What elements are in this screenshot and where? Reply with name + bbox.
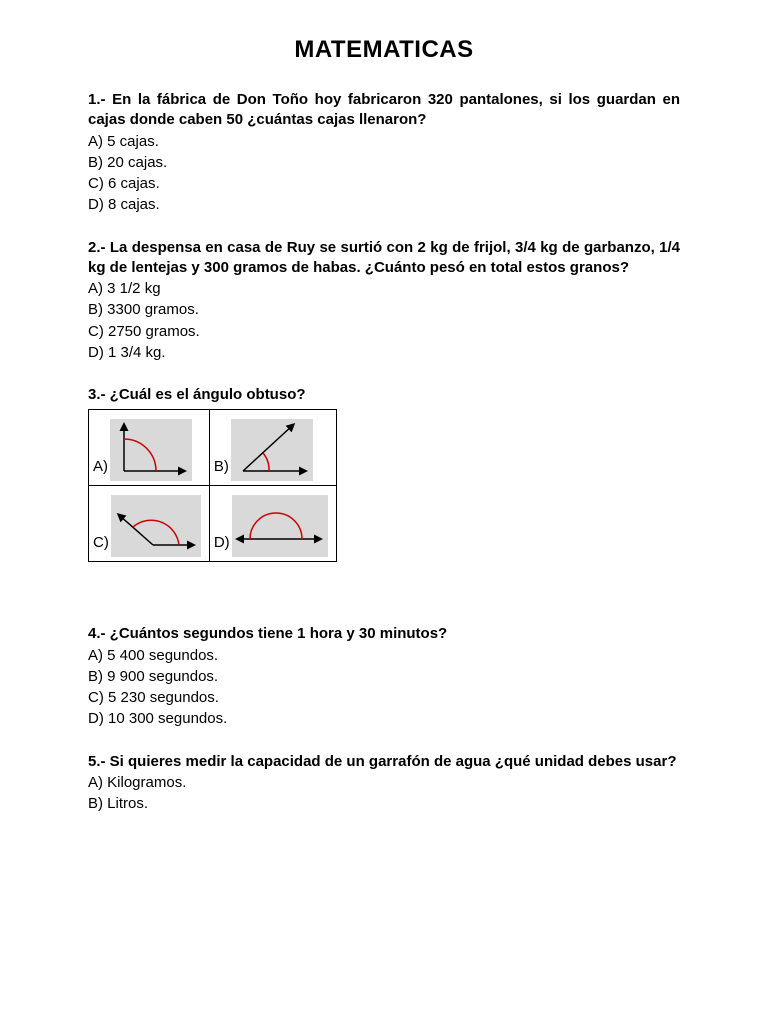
- angle-acute-icon: [231, 419, 313, 481]
- angle-right-icon: [110, 419, 192, 481]
- angle-cell-d: D): [209, 486, 336, 562]
- q1-text: 1.- En la fábrica de Don Toño hoy fabric…: [88, 90, 680, 131]
- q1-opt-c: C) 6 cajas.: [88, 174, 680, 194]
- q2-text: 2.- La despensa en casa de Ruy se surtió…: [88, 238, 680, 279]
- q2-opt-d: D) 1 3/4 kg.: [88, 343, 680, 363]
- q3-label-c: C): [93, 533, 109, 557]
- q3-label-a: A): [93, 457, 108, 481]
- q1-opt-d: D) 8 cajas.: [88, 195, 680, 215]
- question-5: 5.- Si quieres medir la capacidad de un …: [88, 752, 680, 815]
- question-1: 1.- En la fábrica de Don Toño hoy fabric…: [88, 90, 680, 216]
- q4-opt-b: B) 9 900 segundos.: [88, 667, 680, 687]
- angle-obtuse-icon: [111, 495, 201, 557]
- q4-opt-d: D) 10 300 segundos.: [88, 709, 680, 729]
- q5-text: 5.- Si quieres medir la capacidad de un …: [88, 752, 680, 772]
- angle-cell-c: C): [89, 486, 210, 562]
- q5-opt-b: B) Litros.: [88, 794, 680, 814]
- q1-opt-a: A) 5 cajas.: [88, 132, 680, 152]
- page-title: MATEMATICAS: [88, 36, 680, 64]
- question-3: 3.- ¿Cuál es el ángulo obtuso? A) B): [88, 385, 680, 562]
- angle-cell-b: B): [209, 410, 336, 486]
- q2-opt-a: A) 3 1/2 kg: [88, 279, 680, 299]
- q2-opt-b: B) 3300 gramos.: [88, 300, 680, 320]
- angle-reflex-icon: [232, 495, 328, 557]
- q1-opt-b: B) 20 cajas.: [88, 153, 680, 173]
- q4-opt-a: A) 5 400 segundos.: [88, 646, 680, 666]
- question-4: 4.- ¿Cuántos segundos tiene 1 hora y 30 …: [88, 624, 680, 729]
- q4-opt-c: C) 5 230 segundos.: [88, 688, 680, 708]
- q5-opt-a: A) Kilogramos.: [88, 773, 680, 793]
- q3-label-b: B): [214, 457, 229, 481]
- q3-text: 3.- ¿Cuál es el ángulo obtuso?: [88, 385, 680, 405]
- q2-opt-c: C) 2750 gramos.: [88, 322, 680, 342]
- angle-cell-a: A): [89, 410, 210, 486]
- question-2: 2.- La despensa en casa de Ruy se surtió…: [88, 238, 680, 364]
- q3-label-d: D): [214, 533, 230, 557]
- angle-table: A) B): [88, 409, 337, 562]
- q4-text: 4.- ¿Cuántos segundos tiene 1 hora y 30 …: [88, 624, 680, 644]
